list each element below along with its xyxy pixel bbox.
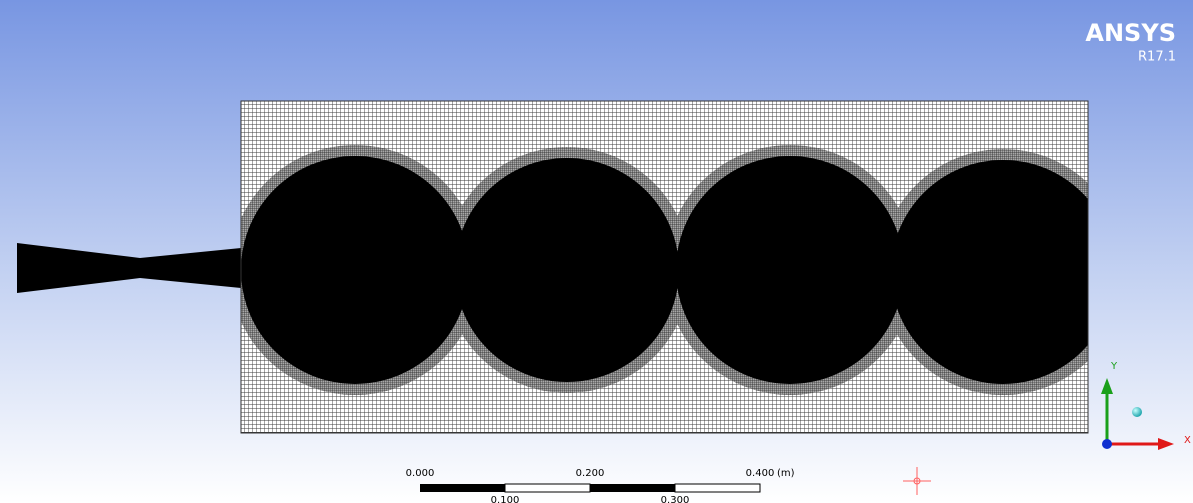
crosshair	[903, 467, 931, 495]
y-axis-label: Y	[1110, 361, 1118, 372]
scale-label: 0.100	[491, 495, 520, 503]
scale-label: 0.200	[576, 468, 605, 479]
version: R17.1	[1138, 50, 1176, 65]
mesh-domain	[241, 101, 1088, 433]
nozzle-mesh	[17, 243, 241, 293]
scale-label: 0.300	[661, 495, 690, 503]
x-axis-label: X	[1184, 435, 1191, 446]
axis-triad	[1101, 378, 1174, 450]
scale-label: 0.000	[406, 468, 435, 479]
domain-border	[240, 100, 1089, 434]
dense-mesh	[241, 156, 1088, 384]
scale-label: 0.400	[746, 468, 775, 479]
logo: ANSYS	[1085, 19, 1176, 47]
scale-bar	[420, 483, 761, 493]
scale-unit: (m)	[777, 468, 795, 479]
